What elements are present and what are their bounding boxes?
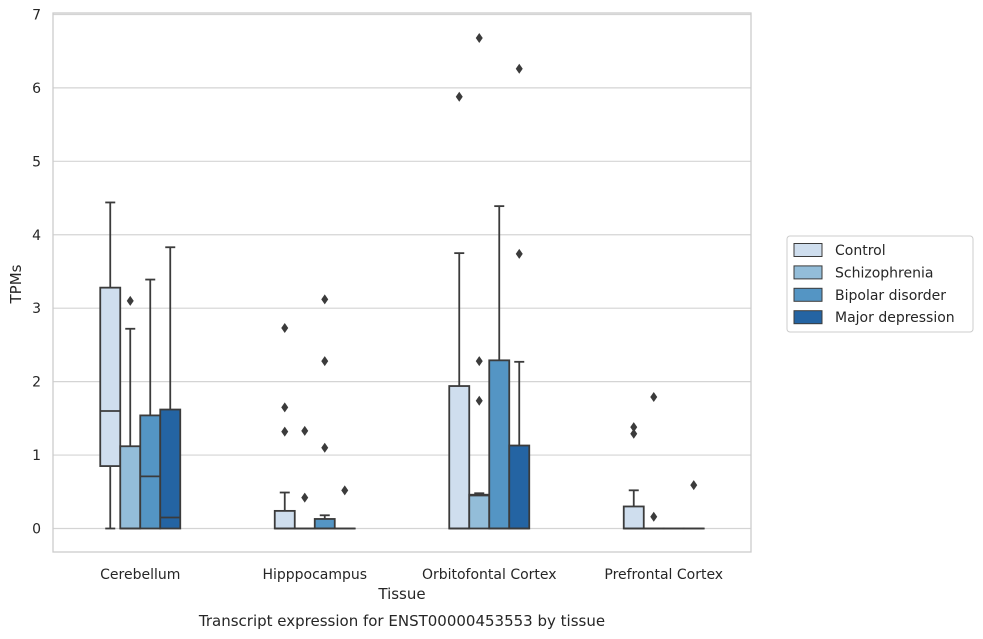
box-1-1 (293, 425, 316, 530)
box-3-0 (622, 422, 645, 530)
x-tick-label: Hipppocampus (262, 567, 367, 583)
legend-label: Major depression (835, 310, 955, 326)
x-tick-label: Orbitofontal Cortex (422, 567, 557, 583)
box-body (468, 493, 491, 530)
y-tick-label: 5 (32, 154, 41, 170)
box-0-3 (159, 246, 182, 530)
y-tick-label: 1 (32, 448, 41, 464)
outlier-point (475, 356, 483, 367)
legend-items: Control Schizophrenia Bipolar disorder Majo… (793, 243, 955, 326)
x-axis-ticks: Cerebellum Hipppocampus Orbitofontal Corte… (100, 567, 723, 583)
box-body (508, 444, 531, 530)
legend-swatch (793, 243, 823, 257)
outlier-point (301, 425, 309, 436)
outlier-point (690, 480, 698, 491)
box-1-2 (313, 294, 336, 530)
outlier-point (630, 428, 638, 439)
outlier-point (301, 492, 309, 503)
legend-frame (786, 235, 974, 333)
box-body (139, 414, 162, 530)
outlier-point (455, 91, 463, 102)
box-0-2 (139, 278, 162, 530)
y-tick-label: 2 (32, 375, 41, 391)
box-2-0 (448, 91, 471, 530)
outlier-point (321, 356, 329, 367)
y-tick-label: 0 (32, 522, 41, 538)
x-tick-label: Prefrontal Cortex (604, 567, 723, 583)
box-body (622, 505, 645, 530)
box-2-1 (468, 32, 491, 530)
outlier-point (126, 295, 134, 306)
legend-swatch (793, 310, 823, 325)
y-tick-label: 4 (32, 228, 41, 244)
y-axis-ticks: 0 1 2 3 4 5 6 7 (32, 7, 41, 537)
box-body (313, 518, 336, 530)
outlier-point (650, 392, 658, 403)
box-2-3 (508, 63, 531, 530)
box-3-3 (682, 480, 705, 530)
box-groups (99, 32, 705, 530)
box-0-1 (119, 295, 142, 530)
outlier-point (475, 395, 483, 406)
legend-swatch (793, 265, 823, 280)
box-body (159, 408, 182, 530)
y-tick-label: 3 (32, 301, 41, 317)
box-3-1 (642, 392, 665, 530)
x-tick-label: Cerebellum (100, 567, 180, 583)
x-axis-label: Tissue (377, 585, 425, 603)
outlier-point (341, 485, 349, 496)
chart-caption: Transcript expression for ENST0000045355… (198, 612, 605, 630)
box-body (119, 445, 142, 530)
box-body (273, 509, 296, 530)
outlier-point (321, 442, 329, 453)
outlier-point (650, 511, 658, 522)
box-1-3 (333, 485, 356, 530)
plot-frame (52, 12, 752, 553)
legend: Control Schizophrenia Bipolar disorder Majo… (786, 235, 974, 333)
outlier-point (630, 422, 638, 433)
outlier-point (281, 402, 289, 413)
box-body (488, 359, 511, 530)
outlier-point (515, 248, 523, 259)
legend-swatch (793, 287, 823, 302)
outlier-point (475, 32, 483, 43)
box-body (448, 385, 471, 530)
y-tick-label: 6 (32, 81, 41, 97)
box-body (99, 286, 122, 467)
y-tick-label: 7 (32, 7, 41, 23)
outlier-point (281, 426, 289, 437)
box-0-0 (99, 201, 122, 530)
box-1-0 (273, 323, 296, 530)
outlier-point (515, 63, 523, 74)
y-axis-label: TPMs (7, 264, 25, 304)
outlier-point (281, 323, 289, 334)
legend-label: Bipolar disorder (835, 288, 946, 304)
legend-label: Schizophrenia (835, 265, 933, 281)
legend-label: Control (835, 243, 886, 259)
box-2-2 (488, 205, 511, 530)
outlier-point (321, 294, 329, 305)
